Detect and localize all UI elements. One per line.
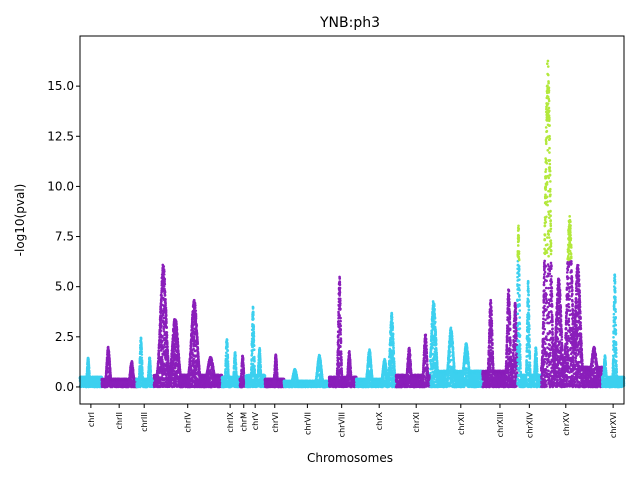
snp-point	[108, 363, 112, 366]
snp-point	[190, 341, 193, 345]
snp-point	[166, 349, 170, 353]
snp-point	[175, 322, 178, 326]
snp-point	[164, 314, 168, 317]
snp-point	[140, 362, 144, 366]
snp-point	[157, 351, 161, 354]
snp-point	[176, 337, 179, 341]
snp-point	[87, 360, 90, 364]
snp-point	[164, 297, 167, 301]
snp-point	[165, 336, 169, 339]
snp-point	[163, 277, 167, 281]
snp-point	[165, 333, 169, 337]
snp-point	[140, 350, 143, 354]
snp-point	[193, 306, 197, 310]
snp-point	[166, 341, 169, 345]
snp-point	[174, 380, 178, 383]
snp-point	[198, 367, 201, 371]
snp-point	[194, 304, 197, 307]
snp-point	[163, 270, 166, 273]
snp-point	[140, 356, 144, 360]
snp-point	[139, 337, 143, 341]
snp-point	[131, 364, 134, 367]
snp-point	[194, 309, 198, 312]
snp-point	[192, 357, 196, 360]
snp-point	[195, 332, 199, 336]
snp-point	[193, 301, 197, 305]
snp-point	[160, 299, 163, 303]
snp-point	[178, 370, 182, 373]
snp-point	[166, 345, 169, 348]
snp-point	[149, 365, 152, 368]
snp-point	[164, 302, 167, 305]
snp-point	[163, 282, 167, 286]
snp-point	[140, 353, 144, 356]
snp-point	[108, 360, 111, 363]
snp-point	[140, 348, 143, 351]
snp-point	[158, 341, 161, 344]
snp-point	[192, 335, 196, 339]
snp-point	[188, 362, 192, 366]
snp-point	[195, 324, 198, 327]
snp-point	[164, 310, 168, 313]
snp-point	[107, 354, 111, 357]
snp-point	[164, 306, 168, 309]
snp-point	[178, 365, 182, 369]
snp-point	[163, 293, 167, 297]
snp-point	[141, 372, 144, 376]
snp-point	[131, 369, 135, 373]
snp-point	[175, 327, 179, 331]
snp-point	[162, 265, 166, 268]
snp-point	[176, 332, 179, 336]
snp-point	[210, 359, 214, 362]
data-points	[78, 59, 626, 389]
snp-point	[209, 370, 213, 374]
snp-point	[167, 361, 170, 365]
snp-point	[165, 321, 168, 325]
snp-point	[160, 324, 163, 327]
snp-point	[108, 368, 112, 371]
snp-point	[189, 366, 193, 370]
snp-point	[141, 368, 144, 372]
snp-point	[87, 362, 91, 366]
snp-point	[176, 345, 180, 348]
snp-point	[107, 350, 111, 354]
snp-point	[177, 352, 181, 356]
snp-point	[149, 370, 153, 373]
snp-point	[109, 371, 112, 375]
snp-point	[165, 326, 168, 329]
snp-point	[162, 273, 166, 276]
snp-point	[163, 290, 167, 294]
snp-point	[177, 356, 181, 359]
snp-point	[197, 355, 200, 359]
snp-point	[165, 317, 168, 321]
snp-point	[87, 366, 91, 370]
snp-point	[196, 347, 200, 351]
snp-point	[194, 316, 198, 320]
snp-point	[160, 294, 163, 297]
snp-point	[165, 331, 169, 334]
snp-point	[159, 329, 163, 332]
snp-point	[160, 355, 164, 359]
snp-point	[189, 346, 193, 349]
snp-point	[88, 371, 91, 375]
snp-point	[87, 357, 90, 361]
snp-point	[196, 342, 199, 345]
snp-point	[172, 350, 176, 354]
